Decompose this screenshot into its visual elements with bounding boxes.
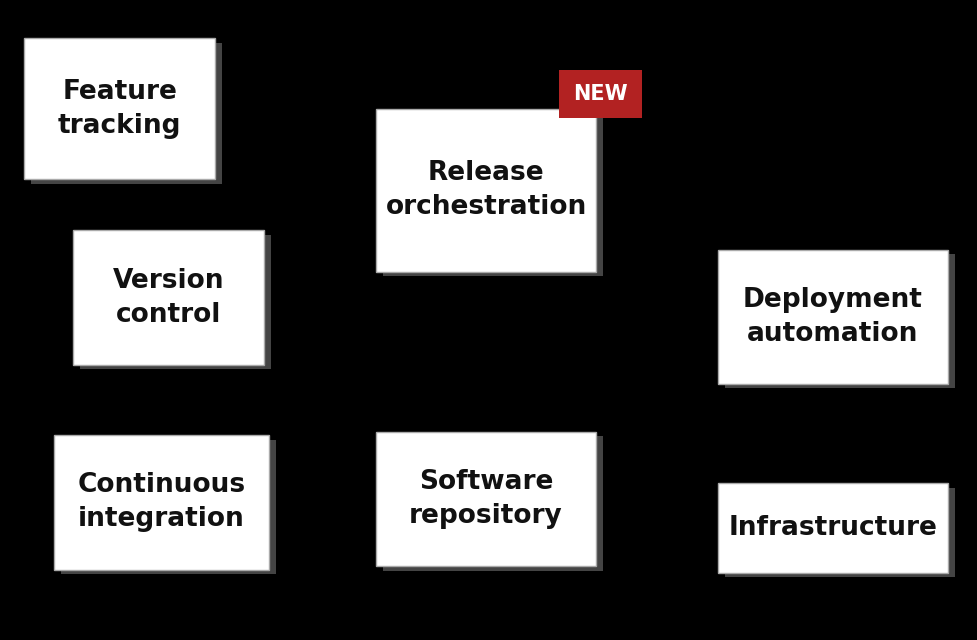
FancyBboxPatch shape	[80, 235, 271, 369]
Text: Version
control: Version control	[112, 268, 225, 328]
FancyBboxPatch shape	[31, 43, 222, 184]
Text: NEW: NEW	[573, 84, 627, 104]
Text: Release
orchestration: Release orchestration	[386, 161, 586, 220]
FancyBboxPatch shape	[376, 432, 596, 566]
Text: Feature
tracking: Feature tracking	[58, 79, 182, 139]
FancyBboxPatch shape	[383, 436, 603, 571]
Text: Continuous
integration: Continuous integration	[77, 472, 245, 532]
FancyBboxPatch shape	[73, 230, 264, 365]
FancyBboxPatch shape	[376, 109, 596, 272]
FancyBboxPatch shape	[559, 70, 642, 118]
Text: Infrastructure: Infrastructure	[729, 515, 937, 541]
FancyBboxPatch shape	[725, 254, 955, 388]
FancyBboxPatch shape	[725, 488, 955, 577]
FancyBboxPatch shape	[54, 435, 269, 570]
FancyBboxPatch shape	[61, 440, 276, 574]
Text: Deployment
automation: Deployment automation	[743, 287, 923, 347]
Text: Software
repository: Software repository	[409, 469, 563, 529]
FancyBboxPatch shape	[718, 250, 948, 384]
FancyBboxPatch shape	[718, 483, 948, 573]
FancyBboxPatch shape	[383, 113, 603, 276]
FancyBboxPatch shape	[24, 38, 215, 179]
